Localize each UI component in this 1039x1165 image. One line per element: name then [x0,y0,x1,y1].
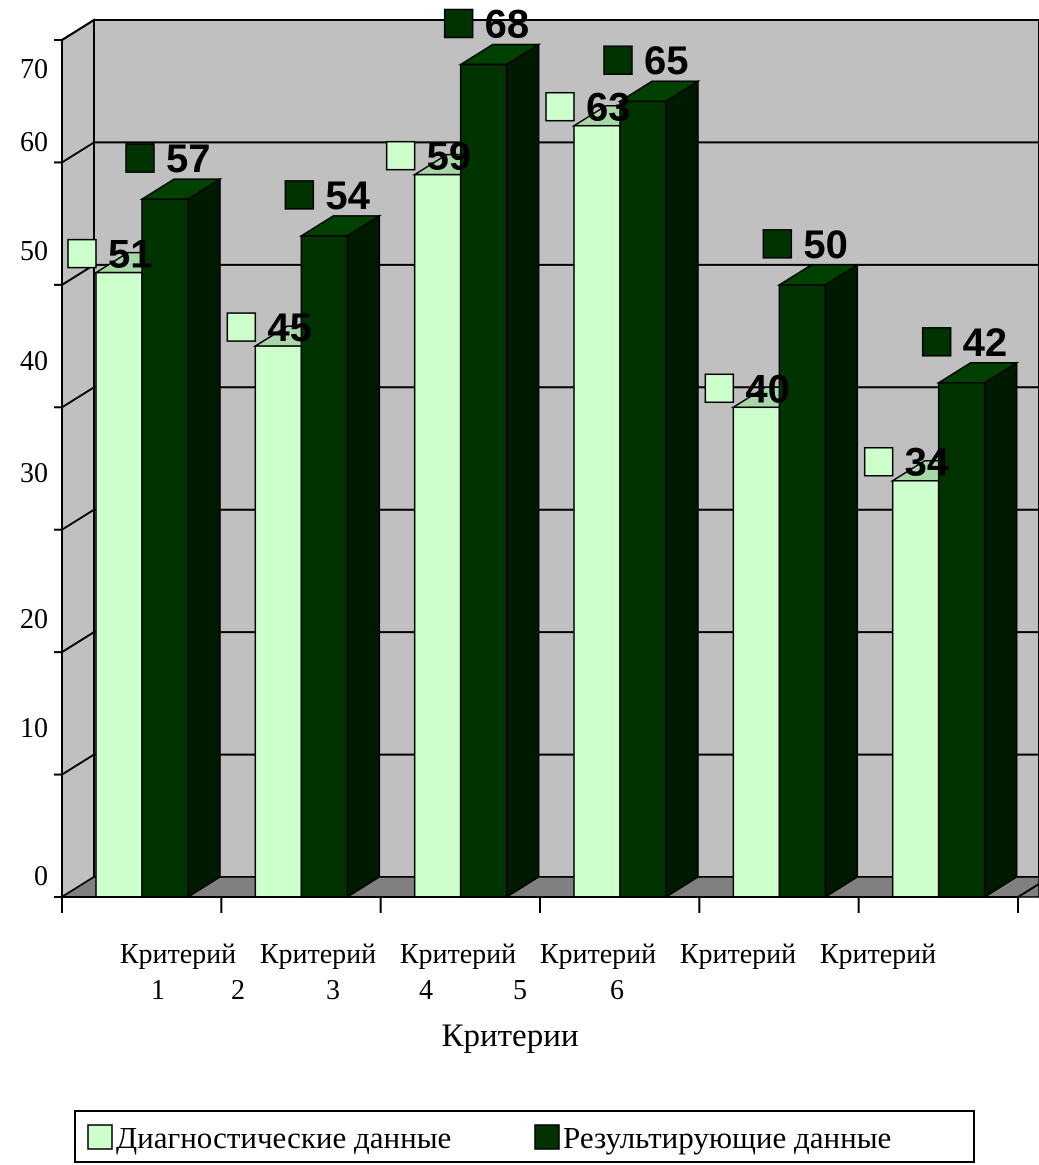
axes: 0 10 20 30 40 50 60 70 [20,39,1039,913]
data-label-key [443,8,474,39]
x-tick-label: Критерий [400,939,516,970]
data-label-key [385,140,416,171]
bar-side [824,263,859,899]
x-tick-label-number: 3 [326,975,340,1006]
bar-diagnostic-5 [732,406,781,898]
bar-diagnostic-1 [95,271,143,898]
legend-label-diagnostic: Диагностические данные [116,1120,451,1155]
legend-label-result: Результирующие данные [563,1120,891,1155]
bar-side [346,214,381,899]
bar-side [983,361,1018,899]
data-label-result-4: 65 [644,39,689,83]
gridline-side [61,386,95,409]
data-label-diagnostic-1: 51 [108,233,153,277]
bar-result-5 [778,284,827,898]
x-tick-label: Критерий [260,939,376,970]
bar-diagnostic-6 [891,479,940,898]
data-label-diagnostic-5: 40 [745,367,790,411]
y-tick-label: 20 [20,604,48,635]
y-tick-label: 60 [20,127,48,158]
data-label-key [762,229,793,259]
data-label-key [921,327,952,357]
bar-side [505,43,540,899]
x-tick-label-number: 5 [513,975,527,1006]
gridline-side [61,631,95,653]
data-label-key [226,312,257,342]
bars [93,43,1020,899]
legend-key-diagnostic [87,1124,113,1150]
data-label-key [545,91,575,122]
data-label-key [125,143,155,173]
x-tick-label-number: 2 [231,975,245,1006]
gridline-side [61,508,95,531]
data-label-result-1: 57 [166,137,211,181]
gridline-side [61,19,95,41]
bar-result-4 [619,100,667,898]
gridlines [61,19,1039,776]
x-tick-label: Критерий [120,939,236,970]
x-tick-label: Критерий [820,939,936,970]
y-tick-label: 0 [34,861,48,892]
x-tick-label-number: 4 [419,975,433,1006]
bar-result-3 [459,63,508,898]
data-label-diagnostic-6: 34 [905,441,950,485]
x-tick-label-number: 6 [610,975,624,1006]
y-tick-label: 40 [20,346,48,377]
data-label-key [704,373,735,404]
data-label-key [863,446,894,477]
x-tick-labels: Критерий Критерий Критерий Критерий Критерий… [120,939,936,1006]
data-label-diagnostic-3: 59 [427,135,472,179]
bar-diagnostic-3 [413,173,462,898]
bar-side [187,177,221,899]
bar-diagnostic-4 [573,124,621,898]
data-label-diagnostic-4: 63 [586,86,631,130]
x-axis-depth [1017,883,1039,898]
bar-result-2 [300,235,349,898]
x-tick-label-number: 1 [151,975,165,1006]
legend-key-result [534,1124,560,1150]
data-label-diagnostic-2: 45 [267,306,312,350]
data-label-key [603,45,633,75]
data-label-result-2: 54 [325,174,370,218]
y-tick-label: 70 [20,54,48,85]
bar-diagnostic-2 [254,345,303,898]
data-label-result-5: 50 [803,223,848,267]
legend: Диагностические данные Результирующие дан… [74,1110,975,1163]
y-tick-label: 10 [20,713,48,744]
x-tick-label: Критерий [680,939,796,970]
bar-result-1 [141,198,189,898]
data-label-result-3: 68 [485,2,529,46]
data-label-key [67,238,97,269]
gridline-side [61,141,95,164]
data-label-key [284,180,315,210]
x-axis-title: Критерии [441,1018,578,1054]
x-tick-label: Критерий [540,939,656,970]
legend-box [74,1110,975,1163]
y-tick-label: 30 [20,458,48,489]
gridline-side [61,753,95,776]
data-labels: 51 57 45 54 59 68 63 65 40 50 34 42 [67,2,1008,485]
bar-side [665,79,699,899]
data-label-result-6: 42 [963,321,1008,365]
y-tick-label: 50 [20,236,48,267]
